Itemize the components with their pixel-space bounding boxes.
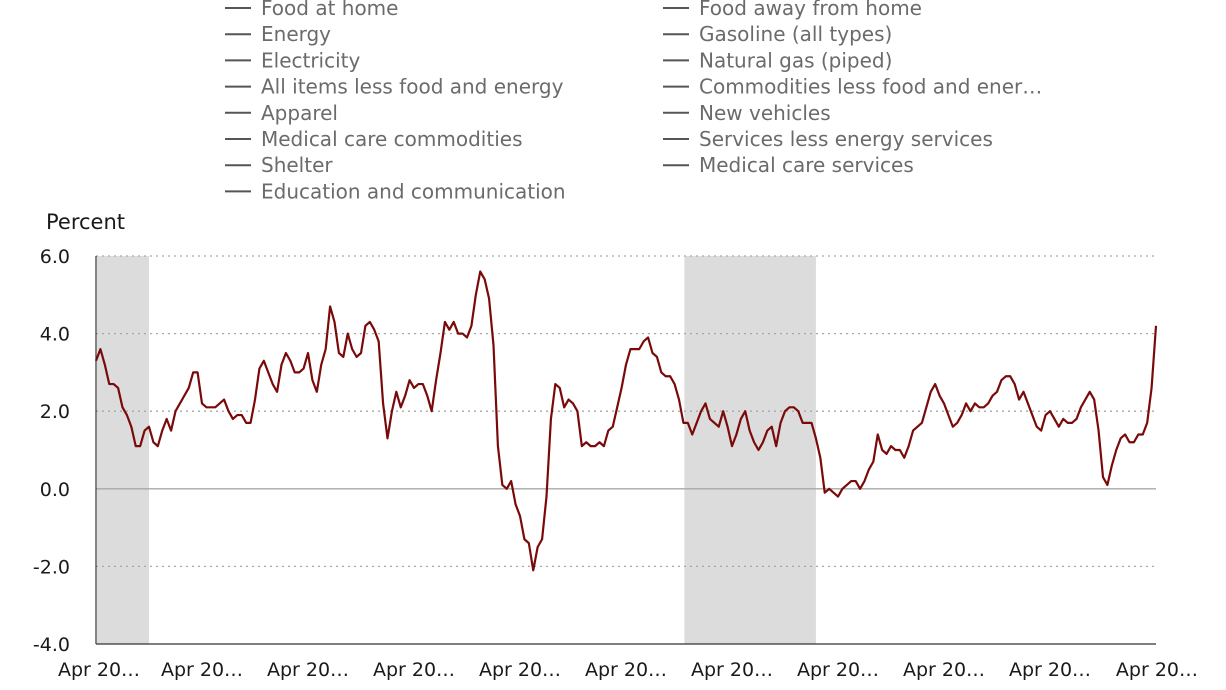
- x-tick-label: Apr 20…: [1009, 659, 1091, 681]
- y-tick-label: 6.0: [40, 246, 70, 268]
- x-tick-label: Apr 20…: [479, 659, 561, 681]
- x-tick-label: Apr 20…: [691, 659, 773, 681]
- legend-entry: All items less food and energy: [261, 75, 564, 99]
- legend-entry: Shelter: [261, 153, 333, 177]
- legend-entry: Apparel: [261, 101, 338, 125]
- legend-entry: Medical care commodities: [261, 127, 522, 151]
- y-tick-label: 2.0: [40, 401, 70, 423]
- y-tick-label: -2.0: [33, 556, 70, 578]
- legend-entry: Food at home: [261, 0, 398, 20]
- legend-entry: Electricity: [261, 48, 361, 72]
- legend-entry: Natural gas (piped): [699, 48, 892, 72]
- x-tick-label: Apr 20…: [1116, 659, 1198, 681]
- legend: Food at home Food away from home Energy Gas…: [225, 0, 1042, 203]
- y-tick-label: 4.0: [40, 324, 70, 346]
- y-tick-label: -4.0: [33, 634, 70, 656]
- legend-entry: Food away from home: [699, 0, 922, 20]
- recession-band: [97, 256, 149, 644]
- x-tick-label: Apr 20…: [58, 659, 140, 681]
- x-tick-label: Apr 20…: [903, 659, 985, 681]
- legend-entry: New vehicles: [699, 101, 831, 125]
- y-tick-label: 0.0: [40, 479, 70, 501]
- x-tick-label: Apr 20…: [267, 659, 349, 681]
- legend-entry: Services less energy services: [699, 127, 993, 151]
- x-tick-label: Apr 20…: [161, 659, 243, 681]
- recession-bands: [97, 256, 816, 644]
- x-tick-label: Apr 20…: [373, 659, 455, 681]
- legend-entry: Energy: [261, 22, 331, 46]
- legend-entry: Education and communication: [261, 179, 566, 203]
- axes: [95, 256, 1156, 645]
- grid-lines: [96, 255, 1156, 568]
- legend-entry: Medical care services: [699, 153, 914, 177]
- x-tick-label: Apr 20…: [797, 659, 879, 681]
- y-axis-title: Percent: [46, 210, 125, 234]
- legend-entry: Commodities less food and ener…: [699, 75, 1042, 99]
- series-line: [94, 270, 1158, 572]
- x-axis-ticks: Apr 20… Apr 20… Apr 20… Apr 20… Apr 20… Apr 2…: [58, 659, 1198, 681]
- y-axis-ticks: 6.0 4.0 2.0 0.0 -2.0 -4.0: [33, 246, 70, 656]
- x-tick-label: Apr 20…: [585, 659, 667, 681]
- series-lines: [94, 270, 1158, 572]
- recession-band: [684, 256, 816, 644]
- legend-entry: Gasoline (all types): [699, 22, 892, 46]
